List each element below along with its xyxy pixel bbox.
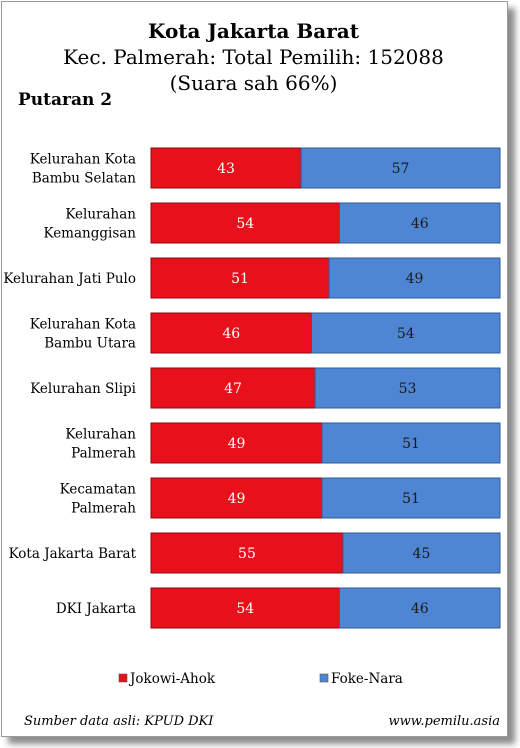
category-label: Kota Jakarta Barat <box>9 546 137 562</box>
bar-jokowi-ahok <box>150 202 340 244</box>
round-label: Putaran 2 <box>18 90 113 110</box>
data-label-jokowi-ahok: 55 <box>238 546 256 562</box>
data-label-jokowi-ahok: 49 <box>228 436 246 452</box>
data-label-foke-nara: 53 <box>399 381 417 397</box>
data-label-jokowi-ahok: 43 <box>217 161 235 177</box>
bar-foke-nara <box>321 422 501 464</box>
bar-foke-nara <box>328 257 501 299</box>
legend-label: Jokowi-Ahok <box>128 671 216 687</box>
chart-subtitle: Kec. Palmerah: Total Pemilih: 152088 <box>63 45 444 69</box>
category-label: Palmerah <box>71 446 136 462</box>
category-label: Kelurahan Jati Pulo <box>3 271 136 287</box>
bar-jokowi-ahok <box>150 422 323 464</box>
category-label: Kelurahan Kota <box>30 317 136 333</box>
data-label-jokowi-ahok: 47 <box>224 381 242 397</box>
data-label-foke-nara: 51 <box>402 491 420 507</box>
data-label-jokowi-ahok: 46 <box>222 326 240 342</box>
category-label: Palmerah <box>71 501 136 517</box>
bar-jokowi-ahok <box>150 477 323 519</box>
bar-foke-nara <box>338 587 501 629</box>
bar-jokowi-ahok <box>150 532 344 574</box>
category-label: Kecamatan <box>60 482 137 498</box>
website-note: www.pemilu.asia <box>388 714 500 729</box>
bar-foke-nara <box>338 202 501 244</box>
legend-label: Foke-Nara <box>331 671 403 687</box>
bar-foke-nara <box>314 367 501 409</box>
data-label-foke-nara: 57 <box>392 161 410 177</box>
data-label-foke-nara: 46 <box>411 601 429 617</box>
bar-foke-nara <box>342 532 501 574</box>
data-label-jokowi-ahok: 51 <box>231 271 249 287</box>
category-label: Kelurahan Kota <box>30 152 136 168</box>
chart-subtitle-valid-votes: (Suara sah 66%) <box>169 71 338 95</box>
data-label-jokowi-ahok: 54 <box>236 216 254 232</box>
data-label-foke-nara: 51 <box>402 436 420 452</box>
category-label: Kelurahan <box>65 207 136 223</box>
data-label-foke-nara: 46 <box>411 216 429 232</box>
data-label-jokowi-ahok: 49 <box>228 491 246 507</box>
legend-swatch <box>118 673 128 683</box>
bar-jokowi-ahok <box>150 147 302 189</box>
data-label-foke-nara: 49 <box>406 271 424 287</box>
bar-jokowi-ahok <box>150 367 316 409</box>
legend-swatch <box>319 673 329 683</box>
bar-jokowi-ahok <box>150 312 313 354</box>
category-label: Kemanggisan <box>43 226 136 242</box>
source-note: Sumber data asli: KPUD DKI <box>24 714 214 729</box>
chart-title: Kota Jakarta Barat <box>148 19 359 43</box>
category-label: Bambu Utara <box>44 336 136 352</box>
category-label: DKI Jakarta <box>56 601 136 617</box>
data-label-foke-nara: 45 <box>413 546 431 562</box>
category-label: Bambu Selatan <box>32 171 136 187</box>
bar-jokowi-ahok <box>150 257 330 299</box>
bar-jokowi-ahok <box>150 587 340 629</box>
bar-foke-nara <box>321 477 501 519</box>
data-label-jokowi-ahok: 54 <box>236 601 254 617</box>
category-label: Kelurahan Slipi <box>30 381 136 397</box>
data-label-foke-nara: 54 <box>397 326 415 342</box>
bar-foke-nara <box>300 147 501 189</box>
bar-foke-nara <box>311 312 501 354</box>
category-label: Kelurahan <box>65 427 136 443</box>
